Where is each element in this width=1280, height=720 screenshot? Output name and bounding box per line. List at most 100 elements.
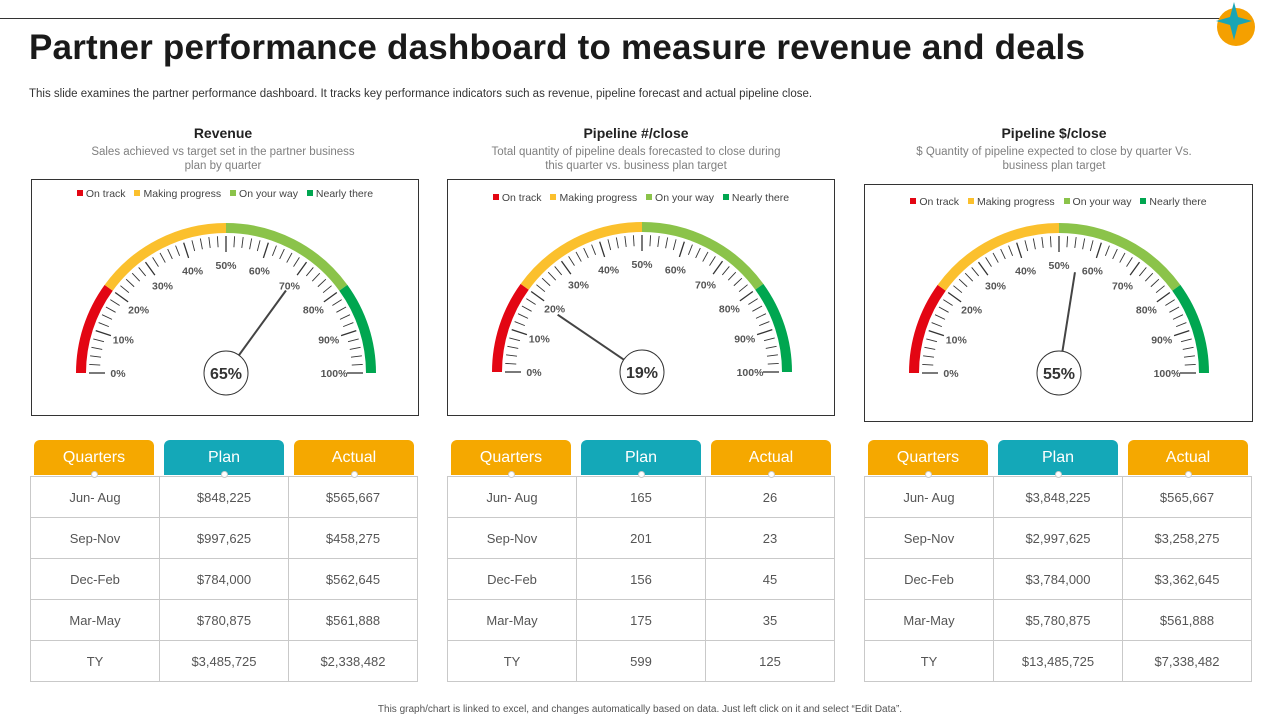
- gauge-tick: [1066, 236, 1069, 248]
- actual-cell: $565,667: [288, 476, 418, 518]
- header-label: Quarters: [62, 449, 126, 466]
- gauge-tick: [1126, 257, 1133, 267]
- gauge-tick-label: 90%: [734, 334, 756, 346]
- gauge-tick-label: 30%: [152, 281, 174, 293]
- gauge-tick: [767, 362, 779, 365]
- table-row: TY $3,485,725 $2,338,482: [30, 640, 418, 682]
- gauge-tick-label: 90%: [1151, 335, 1173, 347]
- gauge-svg: 0% 10% 20%30% 40% 50% 60% 70%80% 90% 100% 55%: [909, 223, 1209, 396]
- gauge-tick-label: 10%: [529, 334, 551, 346]
- plan-header: Plan: [998, 440, 1118, 478]
- legend-item-on-track: On track: [910, 196, 959, 208]
- panel-description: $ Quantity of pipeline expected to close…: [884, 145, 1224, 173]
- gauge-tick: [1150, 278, 1160, 288]
- gauge-band: [937, 223, 1060, 291]
- gauge-tick: [1173, 330, 1190, 337]
- gauge-tick: [615, 237, 619, 249]
- header-label: Plan: [624, 449, 658, 466]
- quarter-cell: TY: [447, 640, 577, 682]
- gauge-tick: [89, 363, 101, 366]
- gauge-tick: [709, 256, 716, 266]
- pipeline-count-gauge-chart[interactable]: On track Making progress On your way Nea…: [447, 179, 835, 416]
- gauge-tick: [712, 260, 724, 275]
- legend-label: On track: [501, 192, 542, 204]
- gauge-tick: [93, 338, 105, 343]
- gauge-tick: [1016, 242, 1023, 259]
- panel-description-line: business plan target: [1002, 160, 1106, 172]
- actual-cell: 26: [705, 476, 835, 518]
- gauge-tick: [1172, 314, 1184, 320]
- pipeline-value-heading: Pipeline $/close $ Quantity of pipeline …: [884, 125, 1224, 173]
- pipeline-value-gauge-chart[interactable]: On track Making progress On your way Nea…: [864, 184, 1253, 422]
- gauge-tick: [1175, 322, 1187, 328]
- panel-title: Revenue: [193, 125, 253, 141]
- quarter-cell: Jun- Aug: [30, 476, 160, 518]
- table-row: Sep-Nov $997,625 $458,275: [30, 517, 418, 559]
- gauge-value-label: 65%: [210, 366, 242, 383]
- revenue-table: Quarters Plan Actual Jun- Aug $848,225 $56…: [30, 440, 418, 682]
- plan-cell: $5,780,875: [993, 599, 1123, 641]
- quarter-cell: TY: [864, 640, 994, 682]
- gauge-tick: [1041, 237, 1044, 249]
- gauge-tick: [279, 248, 285, 260]
- gauge-tick: [199, 238, 203, 250]
- actual-cell: $2,338,482: [288, 640, 418, 682]
- actual-cell: 125: [705, 640, 835, 682]
- plan-cell: $3,784,000: [993, 558, 1123, 600]
- gauge-tick: [1155, 285, 1165, 294]
- plan-cell: $780,875: [159, 599, 289, 641]
- gauge-tick: [1000, 248, 1006, 260]
- quarter-cell: Jun- Aug: [864, 476, 994, 518]
- plan-header: Plan: [164, 440, 284, 478]
- gauge-tick: [938, 306, 949, 313]
- gauge-tick: [964, 272, 974, 282]
- gauge-tick: [317, 278, 327, 288]
- gauge-tick: [511, 329, 528, 336]
- gauge-tick-label: 10%: [113, 335, 135, 347]
- plan-cell: $997,625: [159, 517, 289, 559]
- pipeline-value-table: Quarters Plan Actual Jun- Aug $3,848,225 $…: [864, 440, 1252, 682]
- quarters-header: Quarters: [868, 440, 988, 478]
- gauge-tick-label: 60%: [249, 265, 271, 277]
- star-burst-logo-icon: [1216, 2, 1255, 46]
- gauge-tick: [953, 285, 963, 294]
- table-header: Quarters Plan Actual: [864, 440, 1252, 478]
- data-grid: Jun- Aug $848,225 $565,667 Sep-Nov $997,625 $…: [30, 476, 418, 682]
- gauge-tick: [98, 322, 110, 328]
- panel-title: Pipeline $/close: [1001, 125, 1107, 141]
- gauge-tick-label: 100%: [737, 367, 765, 379]
- gauge-tick: [1024, 240, 1029, 252]
- gauge-tick: [347, 338, 359, 343]
- revenue-gauge-chart[interactable]: On track Making progress On your way Nea…: [31, 179, 419, 416]
- gauge-tick: [583, 247, 589, 259]
- gauge-tick: [672, 239, 677, 251]
- gauge-tick: [506, 354, 518, 357]
- gauge-band: [520, 222, 643, 290]
- gauge-tick: [536, 284, 546, 293]
- gauge-tick: [521, 305, 532, 312]
- gauge-band: [104, 223, 227, 291]
- gauge-tick: [765, 345, 777, 349]
- legend-item-making-progress: Making progress: [134, 188, 221, 200]
- legend-label: Nearly there: [1149, 196, 1207, 208]
- gauge-tick-label: 80%: [1136, 305, 1158, 317]
- quarters-header: Quarters: [34, 440, 154, 478]
- gauge-tick: [296, 261, 308, 276]
- gauge-tick-label: 100%: [321, 368, 349, 380]
- gauge-tick: [120, 285, 130, 294]
- gauge-tick: [599, 241, 606, 258]
- table-row: Jun- Aug 165 26: [447, 476, 835, 518]
- table-row: Mar-May 175 35: [447, 599, 835, 641]
- plan-cell: 175: [576, 599, 706, 641]
- gauge-tick-label: 60%: [665, 264, 687, 276]
- footer-note: This graph/chart is linked to excel, and…: [377, 704, 903, 715]
- gauge-tick-label: 70%: [695, 280, 717, 292]
- table-row: Sep-Nov 201 23: [447, 517, 835, 559]
- gauge-tick: [568, 256, 575, 266]
- gauge-tick: [293, 257, 300, 267]
- gauge-tick: [271, 245, 277, 257]
- gauge-tick: [687, 244, 693, 256]
- gauge-tick: [351, 363, 363, 366]
- quarters-header: Quarters: [451, 440, 571, 478]
- table-row: Mar-May $5,780,875 $561,888: [864, 599, 1252, 641]
